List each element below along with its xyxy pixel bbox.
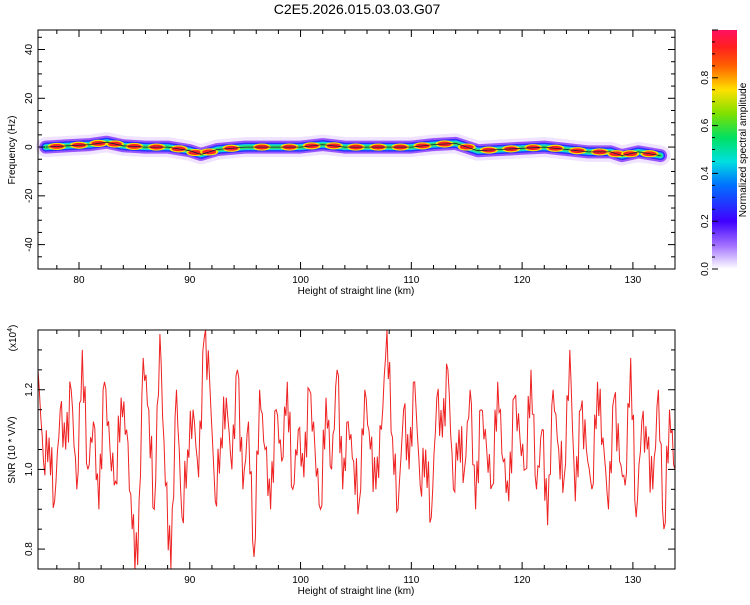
snr-x-tick-label: 100 [292, 575, 309, 586]
spectrogram-y-tick-label: 0 [24, 144, 35, 150]
spectrogram-y-tick-label: 40 [24, 44, 35, 56]
snr-exponent-label: (x104) [7, 325, 19, 352]
colorbar-tick-label: 0.8 [700, 70, 711, 84]
snr-exponent-close: ) [8, 325, 19, 328]
snr-y-tick-label: 0.8 [24, 542, 35, 556]
snr-x-tick-label: 90 [184, 575, 196, 586]
snr-y-ticks: 0.8 1.0 1.2 [24, 329, 675, 570]
spectrogram-frame [37, 29, 676, 270]
snr-series-line [38, 330, 675, 569]
spectrogram-y-tick-label: -20 [24, 188, 35, 203]
snr-y-tick-label: 1.2 [24, 382, 35, 396]
figure-title: C2E5.2026.015.03.03.G07 [274, 1, 441, 17]
colorbar-gradient [712, 30, 737, 269]
snr-x-tick-label: 110 [403, 575, 419, 586]
colorbar-tick-label: 0.4 [700, 166, 711, 180]
snr-panel: 80 90 100 110 120 130 0.8 1.0 1.2 Height of str… [7, 325, 676, 597]
snr-x-ticks: 80 90 100 110 120 130 [56, 330, 656, 586]
spectrogram-ridge-centerline [45, 141, 661, 157]
spectrogram-x-tick-label: 100 [292, 275, 309, 286]
spectrogram-y-tick-label: 20 [24, 92, 35, 104]
spectrogram-x-tick-label: 130 [625, 275, 642, 286]
spectrogram-y-axis-label: Frequency (Hz) [7, 116, 18, 185]
colorbar-ticks: 0.0 0.2 0.4 0.6 0.8 [700, 29, 718, 276]
snr-y-axis-label: SNR (10 * V/V) [7, 416, 18, 483]
colorbar-tick-label: 0.0 [700, 262, 711, 276]
snr-x-tick-label: 130 [625, 575, 642, 586]
snr-x-tick-label: 80 [73, 575, 85, 586]
snr-x-tick-label: 120 [514, 575, 531, 586]
spectrogram-x-ticks: 80 90 100 110 120 130 [56, 30, 656, 286]
spectrogram-x-axis-label: Height of straight line (km) [298, 286, 415, 297]
colorbar: 0.0 0.2 0.4 0.6 0.8 Normalized spectral ampl… [700, 29, 749, 276]
colorbar-tick-label: 0.2 [700, 214, 711, 228]
colorbar-label: Normalized spectral amplitude [738, 82, 749, 217]
snr-x-axis-label: Height of straight line (km) [298, 586, 415, 597]
spectrogram-x-tick-label: 80 [73, 275, 85, 286]
snr-exponent-power: 4 [7, 328, 14, 332]
spectrogram-panel: 80 90 100 110 120 130 -40 -20 0 20 40 Height of s… [7, 29, 676, 297]
spectrogram-x-tick-label: 110 [403, 275, 419, 286]
spectrogram-y-ticks: -40 -20 0 20 40 [24, 36, 675, 270]
snr-y-tick-label: 1.0 [24, 462, 35, 476]
snr-line-group [38, 330, 675, 569]
snr-exponent-prefix: (x10 [8, 331, 19, 351]
spectrogram-y-tick-label: -40 [24, 237, 35, 252]
spectrogram-ridge [35, 132, 671, 166]
spectrogram-x-tick-label: 90 [184, 275, 196, 286]
colorbar-tick-label: 0.6 [700, 118, 711, 132]
spectrogram-x-tick-label: 120 [514, 275, 531, 286]
